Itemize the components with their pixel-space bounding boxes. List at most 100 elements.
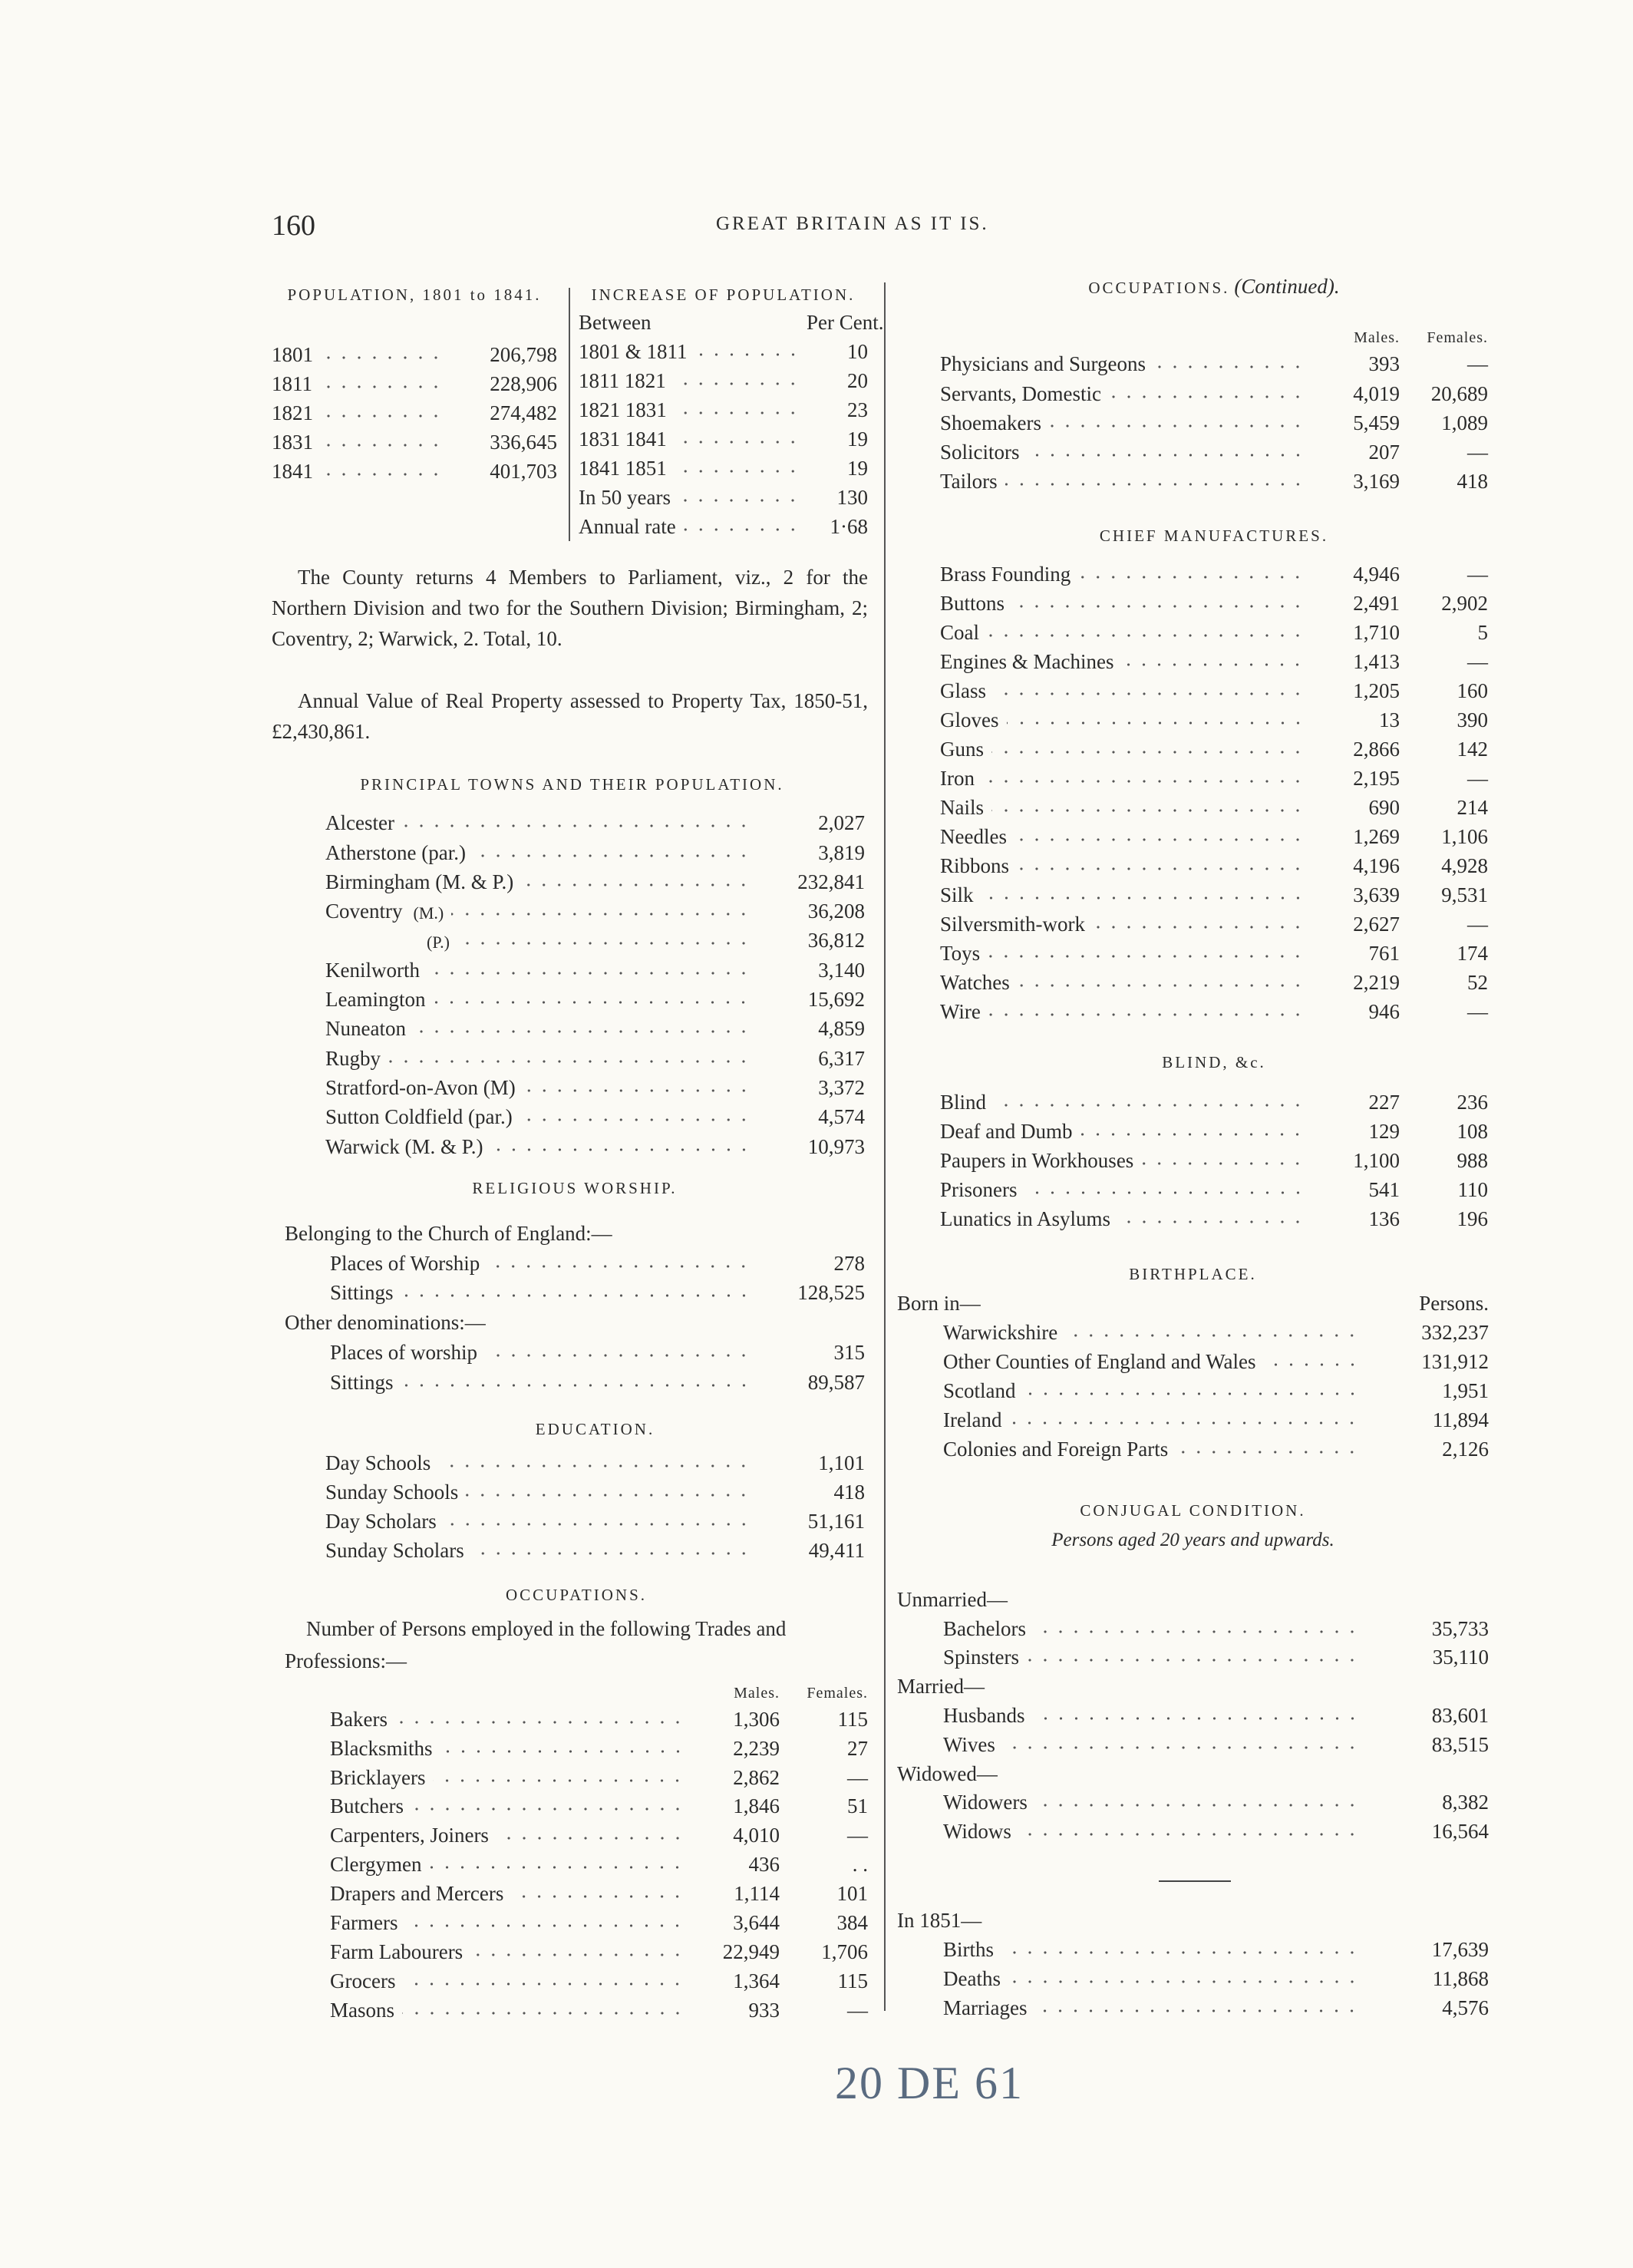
dot-leader — [987, 632, 1305, 639]
row-value: 418 — [833, 1481, 866, 1504]
row-value: — — [847, 1998, 868, 2022]
row-label: Grocers — [330, 1969, 396, 1992]
row-value: 49,411 — [808, 1539, 865, 1562]
dot-leader — [1017, 865, 1305, 873]
row-value: 8,382 — [1442, 1791, 1489, 1814]
title-text: BLIND, &c. — [1162, 1053, 1266, 1071]
dot-leader — [1108, 392, 1305, 401]
row-value: 130 — [836, 486, 869, 509]
dot-leader — [1005, 480, 1305, 489]
row-value: 19 — [847, 428, 868, 451]
dot-leader — [1263, 1361, 1360, 1368]
dot-leader — [473, 851, 751, 860]
row-value: 129 — [1368, 1120, 1400, 1143]
dot-leader — [1008, 1978, 1360, 1986]
dot-leader — [1065, 1332, 1360, 1339]
row-label: Silversmith-work — [940, 913, 1085, 936]
table-row: Blacksmiths 2,239 27 — [285, 1732, 868, 1761]
title-text: PRINCIPAL TOWNS AND THEIR POPULATION. — [360, 775, 784, 794]
dot-leader — [674, 438, 800, 446]
row-value: 1,101 — [818, 1451, 865, 1474]
table-row: Colonies and Foreign Parts 2,126 — [897, 1432, 1489, 1461]
row-value: 206,798 — [490, 343, 557, 366]
section-title: CHIEF MANUFACTURES. — [940, 527, 1488, 546]
row-value: 36,208 — [807, 900, 865, 923]
dot-leader — [487, 1262, 751, 1270]
section-title: BLIND, &c. — [940, 1053, 1488, 1072]
row-label: Bricklayers — [330, 1765, 426, 1789]
row-label: Widows — [943, 1820, 1011, 1844]
section-intro: Number of Persons employed in the follow… — [285, 1617, 787, 1672]
dot-leader — [1034, 1801, 1360, 1810]
column-divider — [884, 282, 886, 2011]
dot-leader — [1009, 1419, 1360, 1427]
row-label: 1821 1831 — [579, 398, 667, 421]
table-row: Warwick (M. & P.) 10,973 — [325, 1129, 865, 1158]
row-value: 101 — [836, 1882, 869, 1906]
dot-leader — [1093, 923, 1305, 931]
row-label: Other Counties of England and Wales — [943, 1350, 1256, 1373]
dot-leader — [496, 1834, 685, 1843]
row-label: Stratford-on-Avon (M) — [325, 1075, 516, 1099]
row-value: 2,027 — [818, 811, 865, 835]
table-row: Grocers 1,364 115 — [285, 1964, 868, 1993]
dot-leader — [466, 1491, 751, 1499]
row-label: Butchers — [330, 1794, 404, 1818]
table-row: Farm Labourers 22,949 1,706 — [285, 1935, 868, 1964]
dot-leader — [433, 999, 751, 1007]
row-value: — — [1467, 650, 1488, 673]
row-label: Shoemakers — [940, 411, 1041, 434]
row-value: 4,196 — [1353, 854, 1400, 877]
row-value: 13 — [1379, 708, 1400, 731]
row-value: 115 — [837, 1707, 869, 1731]
table-row: Alcester 2,027 — [325, 806, 865, 835]
row-label: Places of worship — [330, 1340, 477, 1364]
row-label: Other denominations:— — [285, 1311, 486, 1335]
row-value: 3,169 — [1353, 470, 1400, 494]
table-row: Lunatics in Asylums 136 196 — [940, 1202, 1488, 1231]
row-value: 20,689 — [1430, 381, 1488, 405]
dot-leader — [471, 1550, 751, 1557]
row-value: 115 — [837, 1969, 869, 1992]
table-row: Coal 1,710 5 — [940, 616, 1488, 645]
table-row: Scotland 1,951 — [897, 1374, 1489, 1403]
table-row: Nails 690 214 — [940, 791, 1488, 820]
table-row: Butchers 1,846 51 — [285, 1790, 868, 1819]
dot-leader — [1014, 836, 1305, 843]
rows: Between Per Cent. 1801 & 1811 10 1811 1821 20… — [579, 305, 884, 539]
dot-leader — [683, 526, 800, 533]
row-value: 11,868 — [1432, 1967, 1489, 1990]
row-label: Watches — [940, 971, 1010, 994]
title-text: OCCUPATIONS. — [505, 1586, 647, 1604]
row-label: Lunatics in Asylums — [940, 1207, 1110, 1230]
row-value: 336,645 — [490, 431, 557, 454]
section-title: CONJUGAL CONDITION. — [897, 1501, 1489, 1520]
row-label: Nuneaton — [325, 1017, 406, 1041]
row-label: Toys — [940, 942, 981, 965]
row-value: 1,089 — [1441, 411, 1488, 434]
dot-leader — [321, 412, 444, 420]
row-label: Prisoners — [940, 1178, 1018, 1201]
title-text: INCREASE OF POPULATION. — [591, 286, 856, 304]
row-label: Places of Worship — [330, 1251, 480, 1275]
row-value: 110 — [1457, 1178, 1489, 1201]
title-text: CHIEF MANUFACTURES. — [1099, 527, 1329, 545]
table-row: Deaths 11,868 — [897, 1962, 1489, 1991]
row-value: 35,110 — [1432, 1646, 1489, 1669]
row-label: Warwickshire — [943, 1321, 1058, 1344]
table-row: Blind 227 236 — [940, 1085, 1488, 1114]
table-row: Deaf and Dumb 129 108 — [940, 1114, 1488, 1144]
dot-leader — [1141, 1160, 1305, 1167]
table-row: Rugby 6,317 — [325, 1041, 865, 1070]
rows: Alcester 2,027 Atherstone (par.) 3,819 Birmi… — [325, 806, 865, 1159]
rows: In 1851— Births 17,639 Deaths 11,868 Marriage… — [897, 1903, 1489, 2020]
dot-leader — [321, 441, 444, 449]
row-label: Paupers in Workhouses — [940, 1149, 1134, 1172]
section-title: RELIGIOUS WORSHIP. — [285, 1179, 865, 1198]
row-value: 4,574 — [818, 1105, 865, 1129]
dot-leader — [438, 1462, 751, 1470]
dot-leader — [1023, 1390, 1360, 1398]
table-row: Day Schools 1,101 — [325, 1446, 865, 1475]
